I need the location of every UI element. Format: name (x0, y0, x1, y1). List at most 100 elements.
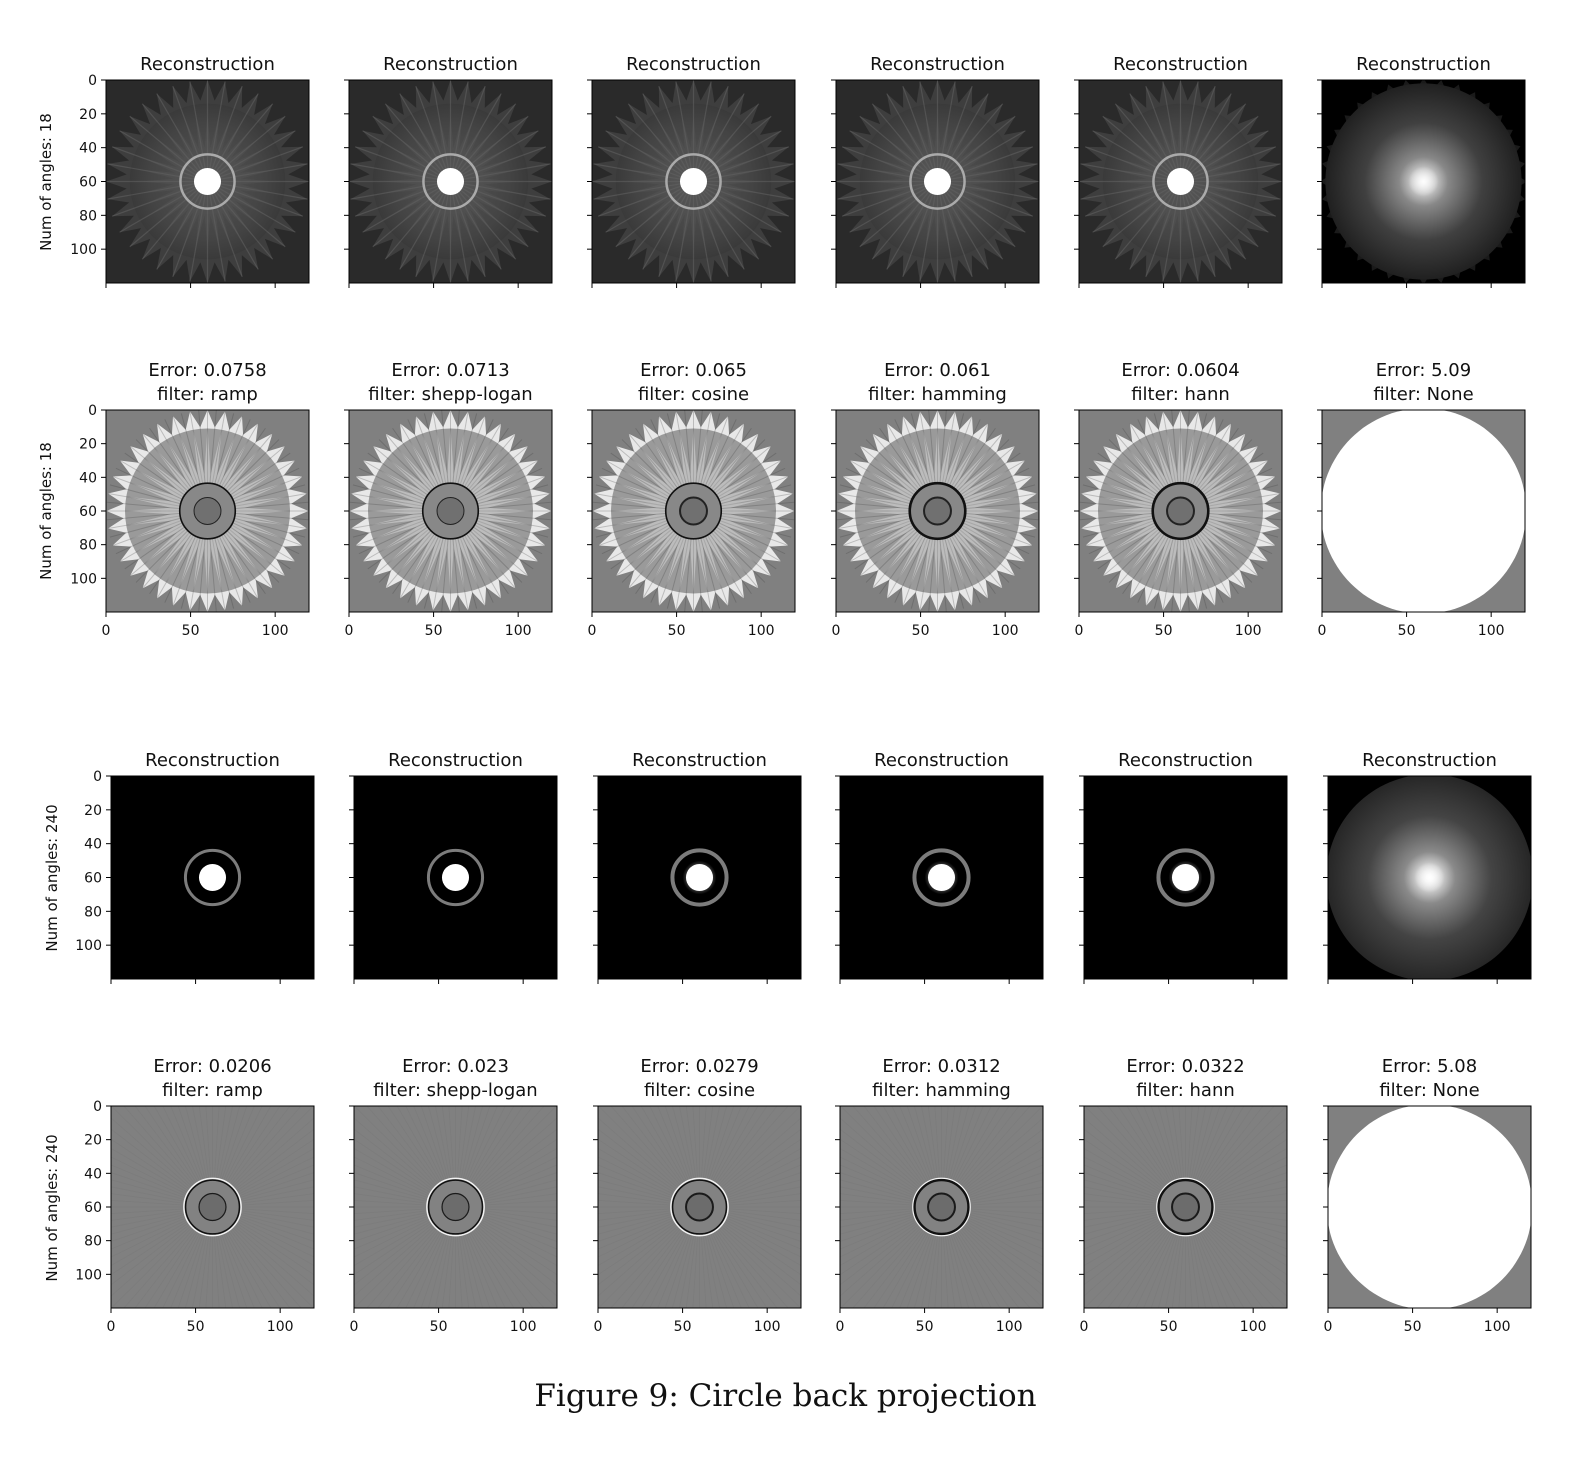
panel-title: Reconstruction (1113, 54, 1248, 75)
panel-image (354, 1106, 557, 1308)
panel-title: Reconstruction (145, 750, 280, 771)
ytick-label: 40 (79, 141, 97, 157)
panel-image (598, 776, 801, 979)
xtick-label: 0 (1324, 1319, 1333, 1335)
ytick-label: 60 (84, 1200, 102, 1216)
panel-title: Reconstruction (1362, 750, 1497, 771)
panel-image (592, 80, 795, 283)
panel-image (1084, 1106, 1287, 1308)
panel-filter-title: filter: hann (1136, 1080, 1235, 1101)
xtick-label: 50 (1155, 623, 1173, 639)
xtick-label: 100 (1478, 623, 1505, 639)
panel-image (1322, 80, 1525, 283)
panel-error-title: Error: 0.0758 (148, 360, 266, 381)
ytick-label: 20 (79, 437, 97, 453)
ytick-label: 100 (70, 242, 97, 258)
ytick-label: 60 (79, 175, 97, 191)
panel-filter-title: filter: ramp (157, 384, 258, 405)
ylabel-240-error: Num of angles: 240 (43, 1134, 61, 1281)
reconstruction-row-18: Reconstruction 0 20 40 60 80 100 Reconstruction… (70, 54, 1526, 288)
panel-image (354, 776, 557, 979)
panel-filter-title: filter: None (1373, 384, 1473, 405)
xtick-label: 100 (1240, 1319, 1267, 1335)
panel-error-title: Error: 0.065 (640, 360, 747, 381)
panel-error-title: Error: 0.023 (402, 1056, 509, 1077)
panel-image (106, 410, 309, 612)
panel-image (1328, 776, 1531, 979)
xtick-label: 0 (1318, 623, 1327, 639)
panel-image (106, 80, 309, 283)
panel-error-title: Error: 0.0206 (153, 1056, 271, 1077)
xtick-label: 50 (1404, 1319, 1422, 1335)
panel-image (592, 410, 795, 612)
panel-filter-title: filter: hann (1131, 384, 1230, 405)
ytick-label: 60 (84, 871, 102, 887)
ytick-label: 80 (84, 1234, 102, 1250)
group-240-angles: Reconstruction 0 20 40 60 80 100 Reconstruction… (43, 750, 1532, 1335)
xtick-label: 100 (1235, 623, 1262, 639)
xtick-label: 50 (425, 623, 443, 639)
panel-error-title: Error: 5.09 (1376, 360, 1471, 381)
panel-title: Reconstruction (140, 54, 275, 75)
panel-title: Reconstruction (626, 54, 761, 75)
panel-filter-title: filter: ramp (162, 1080, 263, 1101)
xtick-label: 0 (1080, 1319, 1089, 1335)
panel-error-title: Error: 0.0279 (640, 1056, 758, 1077)
panel-error-title: Error: 0.0713 (391, 360, 509, 381)
ytick-label: 40 (79, 470, 97, 486)
xtick-label: 100 (1484, 1319, 1511, 1335)
xtick-label: 100 (992, 623, 1019, 639)
panel-error-title: Error: 0.0322 (1126, 1056, 1244, 1077)
ytick-label: 0 (93, 1099, 102, 1115)
panel-filter-title: filter: cosine (644, 1080, 755, 1101)
error-row-240: Error: 0.0206 filter: ramp 0 20 40 60 80 100 0 50… (75, 1056, 1532, 1335)
ytick-label: 0 (88, 73, 97, 89)
ylabel-240-recon: Num of angles: 240 (43, 804, 61, 951)
reconstruction-row-240: Reconstruction 0 20 40 60 80 100 Reconstruction… (75, 750, 1532, 984)
panel-title: Reconstruction (632, 750, 767, 771)
panel-title: Reconstruction (383, 54, 518, 75)
ytick-label: 0 (88, 403, 97, 419)
group-18-angles: Reconstruction 0 20 40 60 80 100 Reconstruction… (37, 54, 1526, 639)
panel-image (1079, 410, 1282, 612)
ytick-label: 20 (79, 107, 97, 123)
xtick-label: 100 (505, 623, 532, 639)
ytick-label: 100 (70, 571, 97, 587)
panel-image (836, 410, 1039, 612)
panel-filter-title: filter: hamming (872, 1080, 1011, 1101)
xtick-label: 50 (1398, 623, 1416, 639)
panel-image (836, 80, 1039, 283)
panel-title: Reconstruction (1356, 54, 1491, 75)
panel-title: Reconstruction (874, 750, 1009, 771)
ytick-label: 80 (84, 904, 102, 920)
ytick-label: 60 (79, 504, 97, 520)
panel-filter-title: filter: shepp-logan (373, 1080, 537, 1101)
panel-image (349, 80, 552, 283)
xtick-label: 0 (832, 623, 841, 639)
ytick-label: 20 (84, 803, 102, 819)
panel-image (840, 1106, 1043, 1308)
xtick-label: 100 (748, 623, 775, 639)
panel-image (349, 410, 552, 612)
xtick-label: 0 (102, 623, 111, 639)
panel-image (111, 1106, 314, 1308)
panel-error-title: Error: 0.0312 (882, 1056, 1000, 1077)
ytick-label: 0 (93, 769, 102, 785)
ytick-label: 80 (79, 208, 97, 224)
xtick-label: 100 (510, 1319, 537, 1335)
panel-image (840, 776, 1043, 979)
panel-filter-title: filter: shepp-logan (368, 384, 532, 405)
ytick-label: 100 (75, 938, 102, 954)
xtick-label: 100 (996, 1319, 1023, 1335)
ytick-label: 40 (84, 837, 102, 853)
xtick-label: 50 (674, 1319, 692, 1335)
panel-image (111, 776, 314, 979)
xtick-label: 0 (594, 1319, 603, 1335)
xtick-label: 50 (1160, 1319, 1178, 1335)
panel-image (1328, 1106, 1531, 1308)
ylabel-18-recon: Num of angles: 18 (37, 113, 55, 251)
ytick-label: 40 (84, 1166, 102, 1182)
xtick-label: 0 (588, 623, 597, 639)
xtick-label: 0 (345, 623, 354, 639)
